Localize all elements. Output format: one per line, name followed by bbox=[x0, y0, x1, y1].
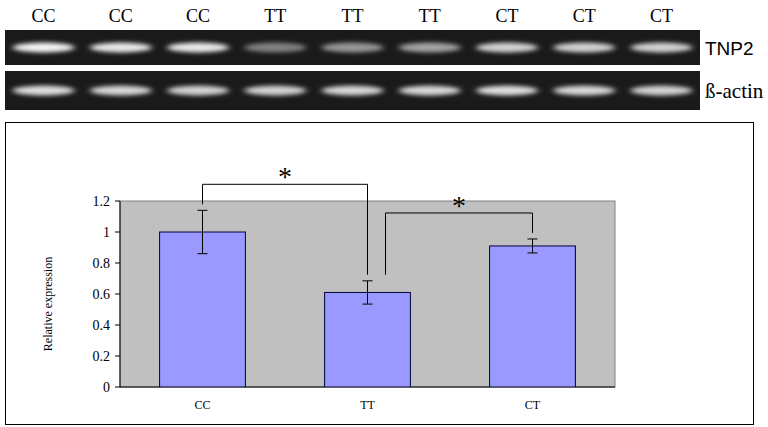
significance-bracket bbox=[386, 213, 533, 275]
y-axis-label: Relative expression bbox=[41, 257, 55, 351]
y-tick bbox=[115, 325, 120, 326]
error-cap bbox=[198, 253, 208, 254]
error-bar bbox=[363, 281, 373, 304]
gel-band bbox=[13, 43, 75, 53]
figure: CC CC CC TT TT TT CT CT CT TNP2 ß-actin 0 0.2 0.4 0.6 0… bbox=[0, 0, 768, 427]
gel-band bbox=[244, 43, 306, 53]
lane-label: CT bbox=[495, 6, 518, 26]
gel-band bbox=[244, 86, 306, 96]
error-stem bbox=[532, 239, 533, 253]
error-cap bbox=[363, 304, 373, 305]
gel-band bbox=[90, 86, 152, 96]
gel-band bbox=[631, 43, 693, 53]
gel-band bbox=[631, 86, 693, 96]
gel-band bbox=[476, 43, 538, 53]
chart-frame bbox=[6, 123, 754, 425]
gel-strip bbox=[5, 71, 700, 110]
y-tick-label: 0.8 bbox=[93, 256, 111, 271]
x-tick-label: CC bbox=[194, 398, 210, 412]
gel-strip bbox=[5, 30, 700, 65]
bar bbox=[325, 292, 411, 387]
gel-band bbox=[13, 86, 75, 96]
gel-band bbox=[476, 86, 538, 96]
error-bar bbox=[528, 239, 538, 253]
y-tick bbox=[115, 294, 120, 295]
y-tick bbox=[115, 263, 120, 264]
gel-band bbox=[322, 86, 384, 96]
gel-band bbox=[167, 86, 229, 96]
gel-band bbox=[167, 43, 229, 53]
error-cap bbox=[528, 252, 538, 253]
significance-bracket bbox=[203, 184, 368, 275]
significance-label: * bbox=[452, 190, 466, 221]
lane-label: CT bbox=[573, 6, 596, 26]
x-tick-label: CT bbox=[525, 398, 541, 412]
error-cap bbox=[198, 210, 208, 211]
error-cap bbox=[528, 238, 538, 239]
y-tick bbox=[115, 356, 120, 357]
gel-band bbox=[322, 43, 384, 53]
y-tick bbox=[115, 232, 120, 233]
lane-label: TT bbox=[419, 6, 441, 26]
y-tick bbox=[115, 201, 120, 202]
y-tick-label: 0.2 bbox=[93, 349, 111, 364]
gel-band bbox=[553, 86, 615, 96]
bar bbox=[490, 246, 576, 387]
lane-label: TT bbox=[342, 6, 364, 26]
lane-label: CT bbox=[650, 6, 673, 26]
error-bar bbox=[198, 210, 208, 253]
error-cap bbox=[363, 280, 373, 281]
lane-label: CC bbox=[186, 6, 210, 26]
x-tick-label: TT bbox=[360, 398, 375, 412]
y-tick-label: 1.2 bbox=[93, 194, 111, 209]
error-stem bbox=[367, 281, 368, 304]
row-label: TNP2 bbox=[705, 38, 754, 59]
y-tick-label: 1 bbox=[103, 225, 110, 240]
gel-band bbox=[399, 43, 461, 53]
lane-label: CC bbox=[109, 6, 133, 26]
lane-label: TT bbox=[264, 6, 286, 26]
gel-band bbox=[90, 43, 152, 53]
gel-band bbox=[553, 43, 615, 53]
significance-label: * bbox=[278, 161, 292, 192]
y-tick bbox=[115, 387, 120, 388]
y-tick-label: 0.6 bbox=[93, 287, 111, 302]
lane-label: CC bbox=[32, 6, 56, 26]
gel-band bbox=[399, 86, 461, 96]
error-stem bbox=[202, 210, 203, 253]
y-tick-label: 0 bbox=[103, 380, 110, 395]
y-tick-label: 0.4 bbox=[93, 318, 111, 333]
bar bbox=[160, 232, 246, 387]
row-label: ß-actin bbox=[705, 79, 764, 103]
